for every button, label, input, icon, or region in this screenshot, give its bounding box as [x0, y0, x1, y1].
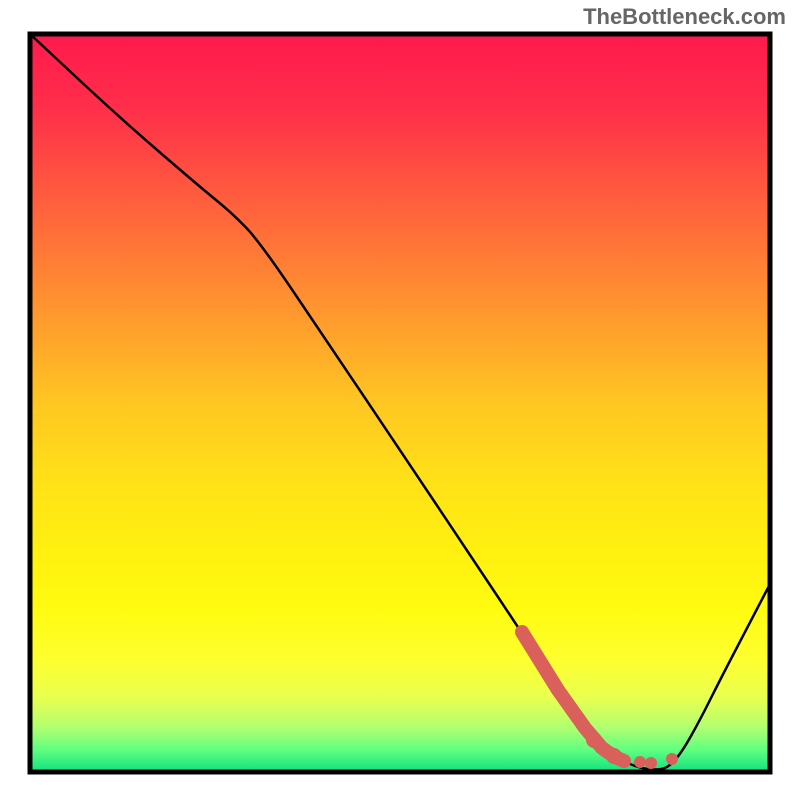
chart-svg — [0, 0, 800, 800]
highlight-dot — [645, 757, 657, 769]
highlight-dot — [634, 756, 646, 768]
plot-background — [30, 34, 770, 772]
chart-container: TheBottleneck.com — [0, 0, 800, 800]
highlight-dot — [666, 753, 678, 765]
highlight-dot — [606, 748, 622, 764]
highlight-dot — [586, 732, 602, 748]
watermark-text: TheBottleneck.com — [583, 4, 786, 30]
